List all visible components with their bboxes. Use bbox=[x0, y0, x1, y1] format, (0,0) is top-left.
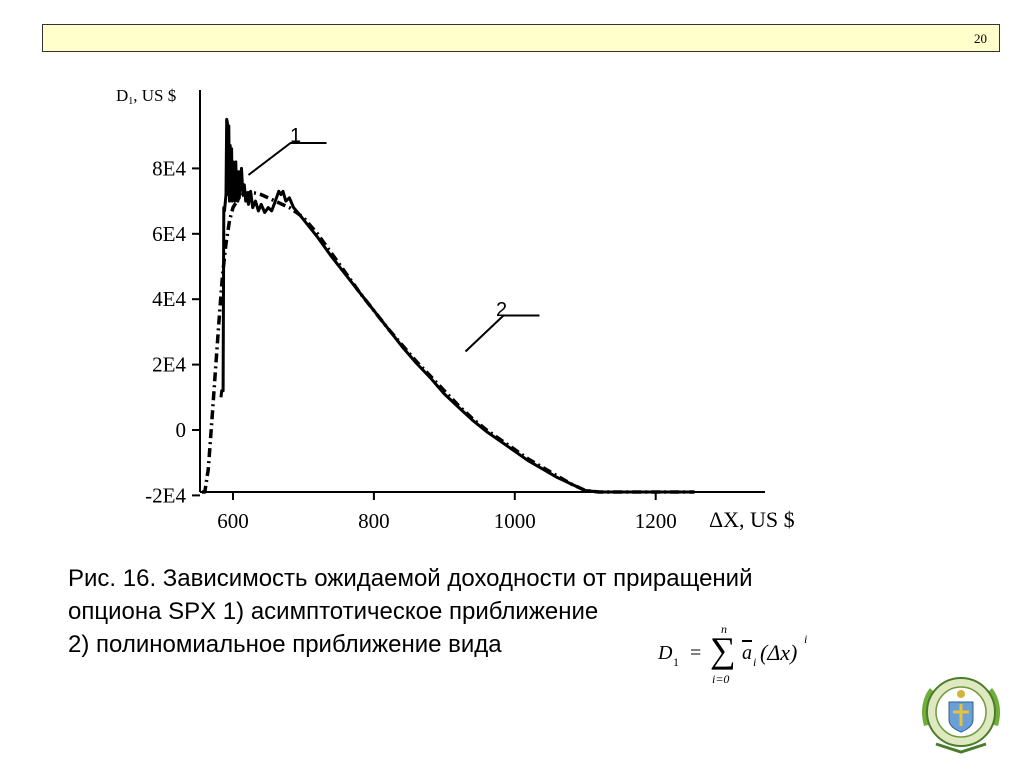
annotation-leader bbox=[247, 141, 327, 176]
x-axis-label: ΔX, US $ bbox=[709, 507, 795, 532]
figure-caption: Рис. 16. Зависимость ожидаемой доходност… bbox=[68, 562, 988, 661]
series-line-2 bbox=[202, 191, 695, 494]
annotation-leader bbox=[464, 314, 540, 353]
formula-lhs-sub: 1 bbox=[673, 655, 679, 669]
annotation-label: 2 bbox=[496, 299, 507, 321]
y-tick-label: 0 bbox=[176, 418, 187, 442]
x-tick-label: 800 bbox=[358, 509, 390, 533]
formula-argument: (Δx) bbox=[760, 640, 798, 665]
caption-line-2: опциона SPX 1) асимптотическое приближен… bbox=[68, 598, 599, 625]
formula-coef-sub: i bbox=[753, 655, 757, 669]
series-line-1 bbox=[219, 117, 695, 494]
formula-power: i bbox=[804, 632, 808, 646]
y-tick-label: 8E4 bbox=[152, 156, 186, 180]
formula-equals: = bbox=[690, 642, 702, 664]
polynomial-formula: D 1 = n ∑ i=0 a i (Δx) i bbox=[652, 622, 822, 696]
x-tick-label: 1000 bbox=[494, 509, 536, 533]
y-tick-label: -2E4 bbox=[145, 483, 186, 507]
y-axis-label-sub: 1 bbox=[128, 96, 133, 107]
y-axis-label: D1, US $ bbox=[116, 86, 176, 107]
x-tick-label: 1200 bbox=[635, 509, 677, 533]
x-tick-label: 600 bbox=[217, 509, 249, 533]
university-emblem-icon bbox=[922, 677, 1000, 754]
y-axis-label-unit: , US $ bbox=[133, 86, 176, 105]
chart-axes: -2E4 0 2E4 4E4 6E4 8E4 600 800 1000 1200 bbox=[145, 90, 765, 533]
chart-series bbox=[202, 117, 695, 494]
y-axis-label-main: D bbox=[116, 86, 128, 105]
slide-number: 20 bbox=[974, 31, 987, 46]
y-tick-label: 4E4 bbox=[152, 287, 186, 311]
caption-line-3: 2) полиномиальное приближение вида bbox=[68, 631, 502, 658]
y-tick-label: 2E4 bbox=[152, 353, 186, 377]
chart-annotations: 12 bbox=[247, 125, 540, 353]
formula-lhs: D bbox=[658, 642, 673, 664]
formula-sum-upper: n bbox=[721, 622, 727, 636]
header-bar: 20 bbox=[42, 24, 1000, 52]
caption-line-1: Рис. 16. Зависимость ожидаемой доходност… bbox=[68, 565, 753, 592]
formula-sum-lower: i=0 bbox=[712, 672, 730, 686]
sum-symbol-icon: ∑ bbox=[710, 630, 736, 670]
y-tick-label: 6E4 bbox=[152, 222, 186, 246]
annotation-label: 1 bbox=[290, 125, 301, 147]
formula-coef: a bbox=[742, 642, 752, 664]
